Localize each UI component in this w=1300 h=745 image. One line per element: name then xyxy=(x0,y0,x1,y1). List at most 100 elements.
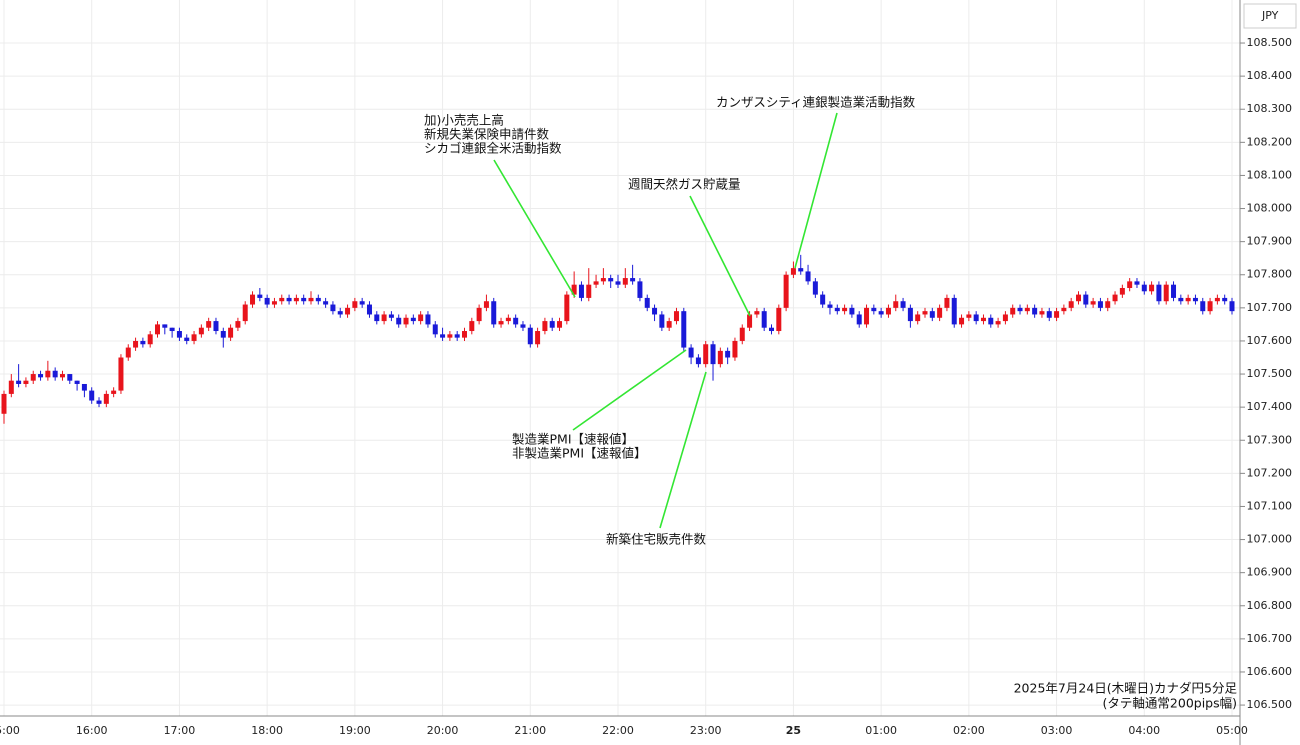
candle-body xyxy=(330,304,336,312)
candle-body xyxy=(798,268,804,272)
candle-body xyxy=(1207,301,1213,312)
x-tick-label: 20:00 xyxy=(427,724,459,737)
candle-body xyxy=(155,324,160,335)
candle-body xyxy=(747,314,753,328)
y-tick-label: 107.800 xyxy=(1247,268,1293,281)
candle-body xyxy=(1097,301,1103,308)
x-tick-label: 03:00 xyxy=(1041,724,1073,737)
annotation-text: 加)小売売上高 xyxy=(424,113,504,128)
candle-body xyxy=(1222,297,1228,302)
candle-body xyxy=(462,331,467,338)
candle-body xyxy=(1076,294,1081,302)
x-tick-label: 23:00 xyxy=(690,724,722,737)
candle-body xyxy=(513,317,519,325)
candle-body xyxy=(1171,284,1177,298)
candle-body xyxy=(820,294,826,305)
candle-body xyxy=(769,327,774,332)
candle-body xyxy=(666,321,672,328)
x-tick-label: 05:00 xyxy=(1216,724,1248,737)
candle-body xyxy=(1061,307,1067,312)
x-tick-label: 02:00 xyxy=(953,724,985,737)
candle-body xyxy=(505,317,511,322)
y-tick-label: 107.300 xyxy=(1247,433,1293,446)
candle-body xyxy=(754,311,760,315)
candle-body xyxy=(922,311,928,315)
candle-body xyxy=(1149,284,1155,292)
candle-body xyxy=(980,317,986,322)
candle-body xyxy=(454,334,460,338)
candle-body xyxy=(893,301,899,308)
candle-body xyxy=(176,331,182,338)
candle-body xyxy=(1141,284,1147,292)
candle-body xyxy=(1185,297,1191,302)
candle-body xyxy=(293,297,299,302)
candle-body xyxy=(725,350,731,358)
candle-body xyxy=(1083,294,1089,305)
candle-body xyxy=(527,327,533,345)
candle-body xyxy=(271,301,277,305)
candle-body xyxy=(783,274,789,308)
candle-body xyxy=(1002,314,1008,322)
annotation-text: 新規失業保険申請件数 xyxy=(424,127,550,142)
candle-body xyxy=(96,400,102,404)
candle-body xyxy=(959,317,965,325)
annotation-pointer xyxy=(794,112,838,269)
candle-body xyxy=(38,374,44,378)
candle-body xyxy=(535,331,541,345)
candle-body xyxy=(1163,284,1169,302)
candle-body xyxy=(608,278,614,282)
x-tick-label: 19:00 xyxy=(339,724,371,737)
candle-body xyxy=(1039,311,1045,315)
candle-body xyxy=(966,314,972,318)
x-tick-label: 22:00 xyxy=(602,724,634,737)
candle-body xyxy=(447,334,453,338)
candle-body xyxy=(388,314,394,318)
candle-body xyxy=(995,321,1001,325)
candle-body xyxy=(315,297,321,302)
candle-body xyxy=(213,321,219,332)
caption: (タテ軸通常200pips幅) xyxy=(1103,696,1237,711)
candle-body xyxy=(659,314,665,328)
candle-body xyxy=(864,307,870,325)
candle-body xyxy=(542,321,548,332)
candle-body xyxy=(1046,311,1052,318)
candle-body xyxy=(988,317,994,325)
y-tick-label: 108.100 xyxy=(1247,168,1293,181)
candle-body xyxy=(264,297,270,305)
candle-body xyxy=(498,321,504,325)
candle-body xyxy=(410,317,416,322)
x-tick-label: 21:00 xyxy=(514,724,546,737)
candle-body xyxy=(622,278,628,285)
annotation-text: 新築住宅販売件数 xyxy=(606,532,707,547)
candle-body xyxy=(111,390,117,394)
candle-body xyxy=(615,281,621,285)
annotation-text: 非製造業PMI【速報値】 xyxy=(512,446,647,461)
candle-body xyxy=(1200,301,1206,312)
candle-body xyxy=(951,297,957,325)
y-tick-label: 107.000 xyxy=(1247,533,1293,546)
candle-body xyxy=(937,307,943,318)
candle-body xyxy=(103,393,109,404)
candle-body xyxy=(366,304,372,315)
annotation-text: カンザスシティ連銀製造業活動指数 xyxy=(716,95,916,110)
candle-body xyxy=(1178,297,1184,302)
x-tick-label: 01:00 xyxy=(865,724,897,737)
candle-body xyxy=(549,321,555,328)
annotation-pointer xyxy=(572,349,687,431)
candle-body xyxy=(30,374,36,381)
y-tick-label: 108.500 xyxy=(1247,36,1293,49)
candle-body xyxy=(1105,301,1111,308)
y-tick-label: 107.400 xyxy=(1247,400,1293,413)
candle-body xyxy=(878,311,884,315)
candle-body xyxy=(929,311,935,318)
candle-body xyxy=(352,301,358,308)
candle-body xyxy=(191,334,197,341)
candle-body xyxy=(710,344,716,365)
candle-body xyxy=(1134,281,1140,285)
annotation-pointer xyxy=(659,371,707,529)
candle-body xyxy=(520,324,526,328)
candle-body xyxy=(301,297,307,302)
candle-body xyxy=(23,380,29,384)
candle-body xyxy=(1214,297,1220,302)
